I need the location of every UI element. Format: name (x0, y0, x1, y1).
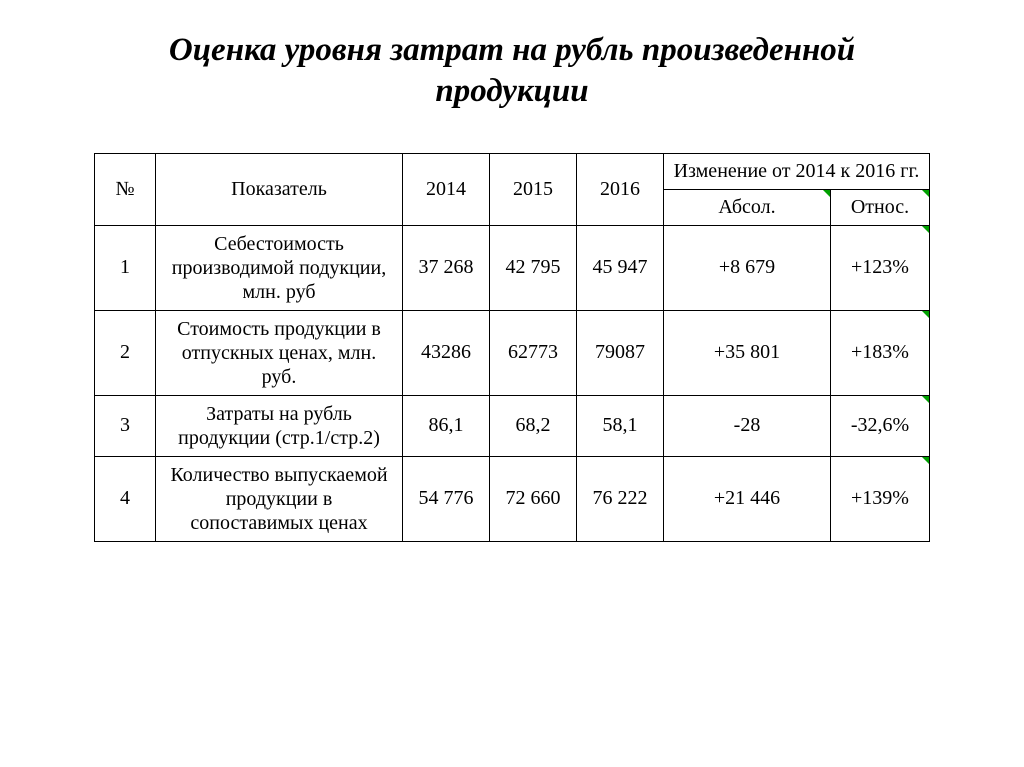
page-title: Оценка уровня затрат на рубль произведен… (152, 30, 872, 113)
cell-num: 4 (95, 456, 156, 541)
cell-num: 2 (95, 310, 156, 395)
cell-indicator: Затраты на рубль продукции (стр.1/стр.2) (156, 395, 403, 456)
cell-2016: 58,1 (577, 395, 664, 456)
cell-2015: 62773 (490, 310, 577, 395)
col-header-num: № (95, 153, 156, 225)
cell-relat: -32,6% (831, 395, 930, 456)
cell-indicator: Себестоимость производимой подукции, млн… (156, 225, 403, 310)
col-header-2015: 2015 (490, 153, 577, 225)
cell-2016: 45 947 (577, 225, 664, 310)
cell-absol: +35 801 (664, 310, 831, 395)
cell-relat: +183% (831, 310, 930, 395)
cell-indicator: Стоимость продукции в отпускных ценах, м… (156, 310, 403, 395)
table-row: 4 Количество выпускаемой продукции в соп… (95, 456, 930, 541)
col-header-relat: Относ. (831, 189, 930, 225)
cell-2016: 76 222 (577, 456, 664, 541)
cell-num: 3 (95, 395, 156, 456)
cell-absol: +8 679 (664, 225, 831, 310)
cell-2015: 72 660 (490, 456, 577, 541)
cell-2014: 37 268 (403, 225, 490, 310)
cell-2014: 86,1 (403, 395, 490, 456)
col-header-2014: 2014 (403, 153, 490, 225)
table-row: 3 Затраты на рубль продукции (стр.1/стр.… (95, 395, 930, 456)
table-row: 2 Стоимость продукции в отпускных ценах,… (95, 310, 930, 395)
cell-absol: -28 (664, 395, 831, 456)
cell-2015: 68,2 (490, 395, 577, 456)
table-header-row-1: № Показатель 2014 2015 2016 Изменение от… (95, 153, 930, 189)
cell-absol: +21 446 (664, 456, 831, 541)
cell-num: 1 (95, 225, 156, 310)
cell-relat: +139% (831, 456, 930, 541)
cell-2015: 42 795 (490, 225, 577, 310)
cell-relat: +123% (831, 225, 930, 310)
cell-indicator: Количество выпускаемой продукции в сопос… (156, 456, 403, 541)
col-header-2016: 2016 (577, 153, 664, 225)
col-header-absol: Абсол. (664, 189, 831, 225)
cost-table: № Показатель 2014 2015 2016 Изменение от… (94, 153, 930, 542)
col-header-indicator: Показатель (156, 153, 403, 225)
cell-2014: 54 776 (403, 456, 490, 541)
table-row: 1 Себестоимость производимой подукции, м… (95, 225, 930, 310)
cell-2016: 79087 (577, 310, 664, 395)
cell-2014: 43286 (403, 310, 490, 395)
col-header-change: Изменение от 2014 к 2016 гг. (664, 153, 930, 189)
